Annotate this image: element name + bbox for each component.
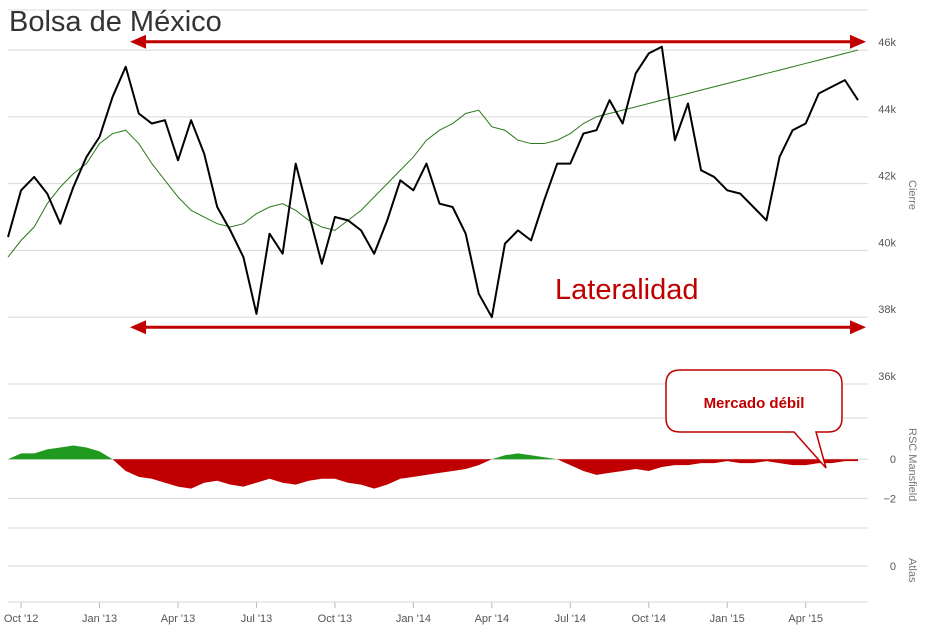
atlas-axis-title: Atlas	[906, 558, 918, 583]
x-tick-label: Oct '14	[632, 613, 667, 625]
rsc-axis-title: RSC Mansfield	[906, 428, 918, 502]
rsc-tick-label: 0	[890, 454, 896, 466]
arrow-head-right	[850, 34, 866, 49]
lower-support-arrow	[130, 320, 866, 335]
x-tick-label: Jul '13	[241, 613, 272, 625]
x-tick-label: Jul '14	[555, 613, 586, 625]
x-tick-label: Apr '14	[475, 613, 510, 625]
mercado-debil-callout	[665, 369, 843, 469]
x-tick-label: Jan '13	[82, 613, 117, 625]
chart-title: Bolsa de México	[9, 6, 222, 38]
price-line	[7, 45, 859, 319]
price-tick-label: 44k	[878, 104, 896, 116]
price-tick-label: 36k	[878, 371, 896, 383]
x-tick-label: Oct '12	[4, 613, 39, 625]
price-tick-label: 40k	[878, 237, 896, 249]
x-tick-label: Oct '13	[318, 613, 353, 625]
price-tick-label: 38k	[878, 304, 896, 316]
price-tick-label: 46k	[878, 37, 896, 49]
rsc-positive-area	[8, 445, 858, 460]
x-tick-label: Apr '13	[161, 613, 196, 625]
upper-resistance-arrow	[130, 34, 866, 49]
atlas-tick-label: 0	[890, 561, 896, 573]
arrow-head-right	[850, 320, 866, 335]
arrow-head-left	[130, 320, 146, 335]
x-tick-label: Apr '15	[788, 613, 823, 625]
arrow-head-left	[130, 34, 146, 49]
moving-average-line	[7, 49, 859, 258]
rsc-negative-area	[8, 459, 858, 489]
price-tick-label: 42k	[878, 171, 896, 183]
x-tick-label: Jan '14	[396, 613, 431, 625]
x-tick-label: Jan '15	[710, 613, 745, 625]
lateralidad-annotation: Lateralidad	[555, 274, 699, 306]
price-axis-title: Cierre	[906, 180, 918, 210]
mercado-debil-callout-text: Mercado débil	[703, 395, 805, 412]
rsc-tick-label: −2	[883, 493, 896, 505]
